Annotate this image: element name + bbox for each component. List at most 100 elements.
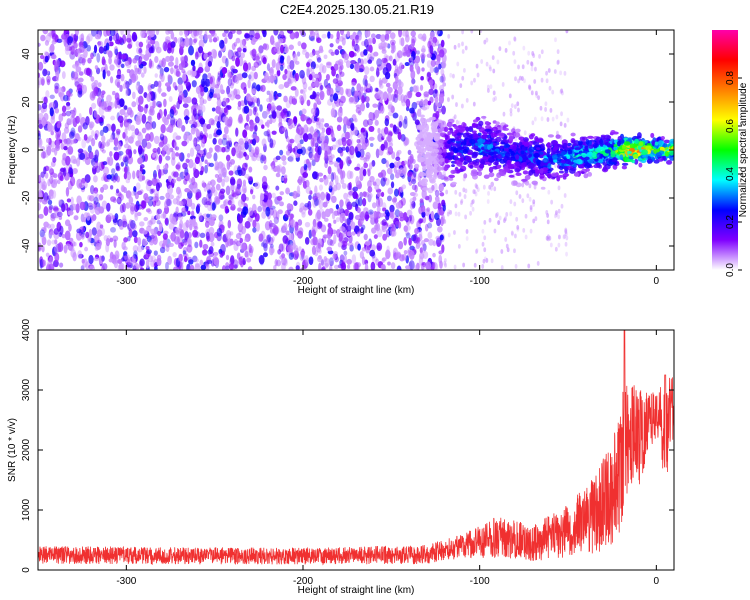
spectrogram-cell: [428, 238, 434, 246]
spectrogram-cell: [134, 67, 139, 75]
spectrogram-cell: [515, 190, 519, 196]
spectrogram-cell: [169, 234, 173, 240]
spectrogram-cell: [212, 137, 217, 145]
spectrogram-cell: [134, 192, 139, 200]
spectrogram-cell: [78, 71, 84, 76]
spectrogram-cell: [184, 30, 188, 38]
spectrogram-cell: [409, 201, 414, 210]
spectrogram-cell: [145, 178, 151, 186]
spectrogram-cell: [123, 105, 128, 110]
spectrogram-cell: [227, 77, 233, 87]
spectrogram-cell: [421, 243, 427, 253]
spectrogram-cell: [309, 126, 314, 134]
spectrogram-cell: [42, 30, 49, 35]
spectrogram-cell: [564, 241, 568, 247]
spectrogram-cell: [242, 206, 249, 216]
spectrogram-cell: [481, 115, 487, 119]
spectrogram-cell: [62, 94, 69, 102]
spectrogram-cell: [414, 228, 420, 235]
spectrogram-cell: [210, 119, 216, 126]
spectrogram-cell: [49, 256, 54, 264]
spectrogram-cell: [271, 46, 278, 55]
spectrogram-cell: [172, 104, 177, 110]
spectrogram-cell: [314, 185, 318, 195]
spectrogram-cell: [401, 184, 407, 190]
spectrogram-cell: [173, 211, 179, 217]
spectrogram-cell: [339, 149, 344, 157]
spectrogram-cell: [110, 185, 114, 190]
spectrogram-cell: [65, 243, 71, 250]
spectrogram-cell: [537, 138, 544, 144]
spectrogram-cell: [551, 172, 558, 177]
spectrogram-cell: [381, 77, 388, 84]
spectrogram-cell: [208, 226, 215, 235]
spectrogram-cell: [202, 243, 209, 250]
spectrogram-cell: [362, 198, 367, 207]
spectrogram-cell: [307, 133, 313, 140]
spectrogram-cell: [283, 174, 288, 179]
spectrogram-cell: [307, 86, 313, 91]
spectrogram-cell: [240, 52, 245, 59]
spectrogram-cell: [403, 211, 408, 221]
spectrogram-cell: [142, 229, 148, 235]
spectrogram-cell: [367, 180, 372, 188]
spectrogram-cell: [471, 199, 475, 204]
spectrogram-cell: [527, 263, 531, 269]
spectrogram-cell: [549, 242, 553, 248]
spectrogram-cell: [108, 258, 114, 263]
spectrogram-cell: [360, 102, 365, 112]
spectrogram-cell: [101, 141, 106, 149]
spectrogram-cell: [390, 262, 396, 270]
spectrogram-cell: [384, 118, 390, 127]
spectrogram-cell: [380, 191, 385, 198]
spectrogram-cell: [61, 105, 67, 113]
spectrogram-cell: [528, 196, 532, 202]
spectrogram-cell: [412, 85, 418, 93]
spectrogram-cell: [115, 162, 120, 171]
spectrogram-cell: [377, 127, 381, 134]
spectrogram-cell: [344, 218, 351, 226]
spectrogram-cell: [398, 167, 405, 177]
spectrogram-cell: [135, 182, 141, 191]
spectrogram-cell: [357, 243, 361, 251]
spectrogram-cell: [191, 69, 197, 77]
spectrogram-cell: [105, 42, 110, 51]
spectrogram-cell: [123, 143, 130, 149]
spectrogram-cell: [89, 265, 95, 270]
spectrogram-cell: [119, 84, 123, 93]
spectrogram-cell: [408, 58, 415, 67]
spectrogram-cell: [516, 226, 520, 232]
spectrogram-cell: [66, 198, 72, 203]
spectrogram-cell: [441, 202, 447, 208]
spectrogram-cell: [243, 105, 250, 114]
spectrogram-cell: [331, 102, 336, 110]
spectrogram-cell: [349, 130, 353, 139]
spectrogram-cell: [410, 77, 416, 85]
spectrogram-cell: [211, 202, 216, 211]
spectrogram-cell: [563, 122, 567, 128]
spectrogram-cell: [217, 138, 223, 146]
spectrogram-cell: [51, 54, 57, 60]
spectrogram-cell: [140, 72, 145, 78]
spectrogram-cell: [160, 123, 166, 134]
spectrogram-cell: [266, 129, 271, 138]
spectrogram-cell: [226, 160, 231, 170]
spectrogram-cell: [178, 63, 184, 71]
spectrogram-cell: [225, 265, 230, 270]
spectrogram-cell: [361, 256, 366, 266]
spectrogram-cell: [407, 171, 413, 178]
spectrogram-cell: [227, 49, 232, 60]
spectrogram-cell: [216, 98, 222, 107]
spectrogram-cell: [157, 230, 162, 236]
spectrogram-cell: [254, 213, 260, 222]
spectrogram-cell: [243, 86, 247, 95]
spectrogram-cell: [101, 90, 106, 95]
spectrogram-cell: [333, 234, 337, 244]
spectrogram-cell: [264, 220, 271, 231]
spectrogram-cell: [148, 199, 154, 207]
spectrogram-cell: [123, 172, 128, 180]
spectrogram-cell: [442, 204, 446, 212]
spectrogram-cell: [376, 228, 383, 238]
spectrogram-cell: [148, 220, 154, 226]
spectrogram-cell: [394, 89, 399, 98]
